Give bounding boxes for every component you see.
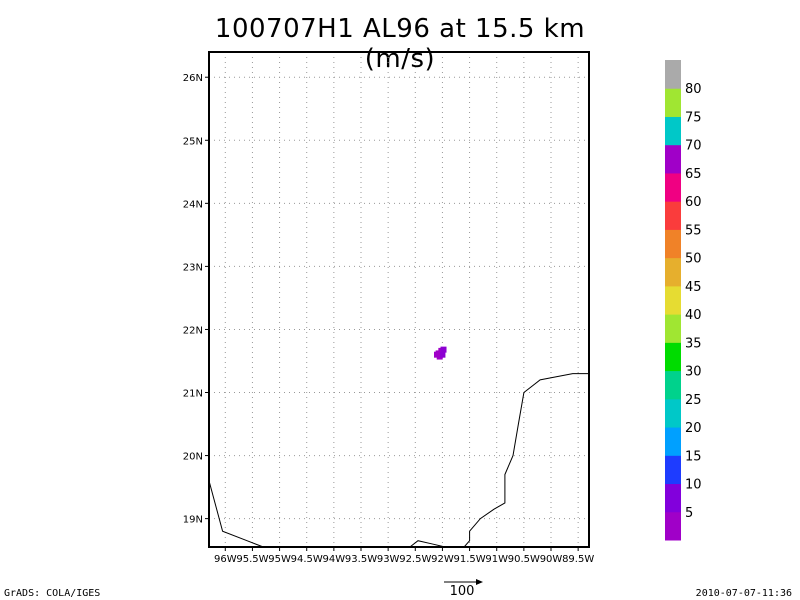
colorbar-swatch	[665, 314, 681, 343]
y-tick-label: 20N	[183, 452, 203, 463]
colorbar-label: 10	[685, 478, 702, 493]
colorbar-label: 40	[685, 308, 702, 323]
colorbar: 5 10 15 20 25 30 35 40 45 50 55 60 65 70 75 80	[665, 60, 702, 541]
y-axis-ticks: 19N 20N 21N 22N 23N 24N 25N 26N	[183, 73, 209, 526]
wind-cell	[439, 351, 446, 358]
x-tick-label: 92.5W	[399, 554, 431, 565]
colorbar-label: 30	[685, 365, 702, 380]
x-tick-label: 91W	[485, 554, 508, 565]
coastline	[409, 540, 446, 548]
colorbar-label: 25	[685, 393, 702, 408]
x-tick-label: 94W	[323, 554, 346, 565]
colorbar-swatch	[665, 398, 681, 428]
y-tick-label: 24N	[183, 199, 203, 210]
x-tick-label: 95.5W	[236, 554, 268, 565]
map-frame	[208, 51, 590, 548]
x-tick-label: 93.5W	[345, 554, 377, 565]
colorbar-swatch	[665, 116, 681, 146]
wind-cell	[434, 351, 440, 358]
page-title: 100707H1 AL96 at 15.5 km (m/s)	[214, 14, 586, 74]
wind-cell	[440, 346, 447, 353]
colorbar-swatch	[665, 201, 681, 230]
colorbar-swatch	[665, 370, 681, 400]
colorbar-swatch	[665, 427, 681, 456]
colorbar-swatch	[665, 285, 681, 315]
x-tick-label: 95W	[268, 554, 291, 565]
colorbar-swatch	[665, 172, 681, 202]
colorbar-label: 15	[685, 449, 702, 464]
x-tick-label: 90W	[540, 554, 563, 565]
colorbar-label: 55	[685, 223, 702, 238]
x-tick-label: 89.5W	[562, 554, 594, 565]
y-tick-label: 21N	[183, 389, 203, 400]
colorbar-swatch	[665, 88, 681, 117]
x-tick-label: 90.5W	[508, 554, 540, 565]
colorbar-label: 50	[685, 252, 702, 267]
colorbar-swatch	[665, 60, 681, 89]
colorbar-swatch	[665, 229, 681, 259]
coastline	[208, 480, 264, 548]
colorbar-swatch	[665, 511, 681, 541]
colorbar-label: 80	[685, 82, 702, 97]
x-tick-label: 91.5W	[453, 554, 485, 565]
colorbar-swatch	[665, 483, 681, 513]
colorbar-label: 60	[685, 195, 702, 210]
grads-credit: GrADS: COLA/IGES	[4, 588, 101, 599]
colorbar-swatch	[665, 455, 681, 485]
x-axis-ticks: 96W 95.5W 95W 94.5W 94W 93.5W 93W 92.5W 92W 91.5W…	[214, 547, 594, 565]
colorbar-label: 35	[685, 336, 702, 351]
colorbar-swatch	[665, 342, 681, 372]
vector-scale-label: 100	[449, 584, 475, 599]
x-tick-label: 96W	[214, 554, 237, 565]
x-tick-label: 93W	[377, 554, 400, 565]
colorbar-swatch	[665, 144, 681, 174]
grid-lines	[209, 52, 589, 547]
colorbar-label: 20	[685, 421, 702, 436]
y-tick-label: 22N	[183, 325, 203, 336]
coastlines	[208, 373, 589, 548]
x-tick-label: 94.5W	[291, 554, 323, 565]
coastline	[463, 373, 589, 548]
wind-speed-cells	[434, 346, 447, 360]
colorbar-label: 70	[685, 139, 702, 154]
colorbar-swatch	[665, 257, 681, 287]
y-tick-label: 26N	[183, 73, 203, 84]
vector-scale-arrow	[444, 579, 483, 585]
colorbar-label: 65	[685, 167, 702, 182]
colorbar-label: 5	[685, 506, 693, 521]
y-tick-label: 23N	[183, 262, 203, 273]
plot-timestamp: 2010-07-07-11:36	[695, 588, 792, 599]
y-tick-label: 19N	[183, 515, 203, 526]
colorbar-label: 75	[685, 110, 702, 125]
y-tick-label: 25N	[183, 136, 203, 147]
colorbar-label: 45	[685, 280, 702, 295]
x-tick-label: 92W	[431, 554, 454, 565]
